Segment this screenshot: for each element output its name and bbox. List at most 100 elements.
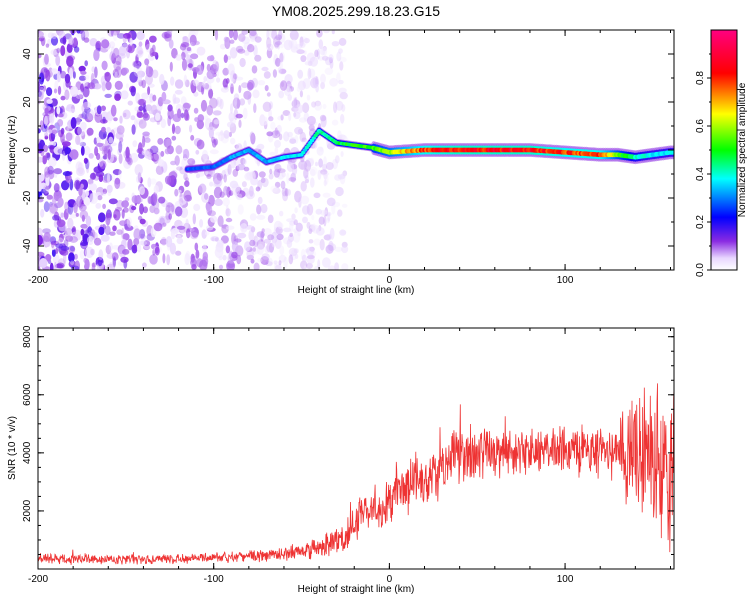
heatmap-cell — [73, 46, 80, 53]
heatmap-cell — [220, 130, 224, 136]
heatmap-cell — [303, 265, 307, 270]
heatmap-cell — [85, 190, 90, 197]
heatmap-cell — [258, 171, 266, 178]
heatmap-cell — [339, 56, 347, 63]
heatmap-cell — [38, 30, 41, 35]
heatmap-cell — [87, 82, 96, 90]
heatmap-cell — [139, 218, 146, 225]
heatmap-cell — [158, 196, 166, 204]
heatmap-cell — [281, 171, 286, 178]
heatmap-cell — [278, 133, 283, 141]
heatmap-cell — [279, 210, 284, 217]
heatmap-cell — [58, 233, 64, 243]
heatmap-cell — [183, 148, 190, 160]
heatmap-cell — [61, 150, 66, 161]
heatmap-cell — [143, 241, 151, 250]
heatmap-cell — [311, 101, 317, 108]
heatmap-cell — [66, 124, 70, 133]
heatmap-cell — [237, 48, 246, 54]
y-tick-label: 2000 — [22, 499, 33, 522]
heatmap-cell — [320, 47, 326, 56]
heatmap-cell — [289, 223, 294, 233]
heatmap-cell — [67, 203, 74, 215]
heatmap-cell — [331, 30, 335, 35]
heatmap-cell — [51, 248, 56, 257]
heatmap-cell — [206, 69, 215, 80]
heatmap-cell — [90, 72, 95, 85]
heatmap-cell — [294, 207, 298, 214]
heatmap-cell — [257, 196, 263, 205]
heatmap-cell — [223, 174, 227, 183]
heatmap-cell — [105, 81, 112, 91]
heatmap-cell — [155, 165, 164, 176]
heatmap-cell — [253, 262, 260, 270]
heatmap-cell — [59, 70, 67, 79]
heatmap-cell — [80, 113, 90, 120]
heatmap-cell — [70, 117, 77, 129]
heatmap-cell — [135, 47, 144, 58]
heatmap-cell — [99, 160, 107, 170]
heatmap-cell — [176, 234, 182, 240]
heatmap-cell — [142, 262, 147, 268]
heatmap-cell — [279, 245, 285, 256]
heatmap-cell — [60, 132, 65, 144]
heatmap-cell — [256, 143, 265, 150]
heatmap-cell — [143, 240, 151, 247]
heatmap-cell — [257, 257, 263, 263]
heatmap-cell — [103, 133, 106, 139]
heatmap-cell — [196, 171, 205, 177]
heatmap-cell — [47, 165, 54, 175]
colorbar-tick-label: 0.6 — [695, 119, 706, 133]
heatmap-cell — [209, 181, 214, 187]
heatmap-cell — [221, 169, 226, 180]
heatmap-cell — [72, 71, 76, 79]
heatmap-cell — [322, 192, 331, 198]
heatmap-cell — [233, 73, 238, 80]
heatmap-cell — [38, 234, 43, 246]
heatmap-cell — [43, 231, 51, 243]
heatmap-cell — [108, 198, 118, 205]
y-tick-label: 4000 — [22, 441, 33, 464]
heatmap-cell — [51, 129, 58, 135]
heatmap-cell — [254, 237, 263, 243]
heatmap-cell — [256, 214, 266, 220]
heatmap-cell — [106, 184, 113, 194]
heatmap-cell — [102, 116, 106, 124]
heatmap-cell — [223, 185, 229, 196]
heatmap-cell — [170, 76, 175, 86]
heatmap-cell — [261, 228, 265, 233]
heatmap-cell — [274, 265, 282, 270]
heatmap-cell — [169, 61, 173, 72]
heatmap-cell — [276, 233, 284, 241]
heatmap-cell — [304, 248, 310, 253]
heatmap-cell — [254, 247, 260, 255]
heatmap-cell — [249, 131, 255, 140]
heatmap-cell — [313, 238, 321, 246]
heatmap-cell — [241, 36, 251, 44]
heatmap-cell — [286, 189, 291, 196]
heatmap-cell — [196, 139, 205, 150]
heatmap-cell — [50, 49, 58, 56]
heatmap-cell — [127, 157, 133, 166]
heatmap-cell — [335, 155, 340, 164]
heatmap-cell — [123, 223, 130, 229]
heatmap-cell — [209, 149, 219, 155]
heatmap-cell — [138, 105, 144, 111]
heatmap-cell — [116, 33, 126, 39]
heatmap-cell — [172, 113, 182, 123]
heatmap-cell — [97, 259, 103, 267]
heatmap-cell — [79, 210, 89, 220]
heatmap-cell — [215, 99, 219, 106]
heatmap-cell — [306, 254, 315, 260]
heatmap-cell — [145, 39, 150, 50]
heatmap-cell — [266, 43, 274, 51]
heatmap-cell — [75, 212, 79, 217]
heatmap-cell — [200, 99, 208, 112]
heatmap-cell — [306, 115, 316, 126]
heatmap-cell — [334, 246, 343, 252]
heatmap-cell — [325, 162, 334, 170]
heatmap-cell — [229, 180, 239, 189]
heatmap-cell — [267, 234, 275, 241]
heatmap-cell — [186, 46, 192, 52]
heatmap-cell — [53, 261, 57, 270]
